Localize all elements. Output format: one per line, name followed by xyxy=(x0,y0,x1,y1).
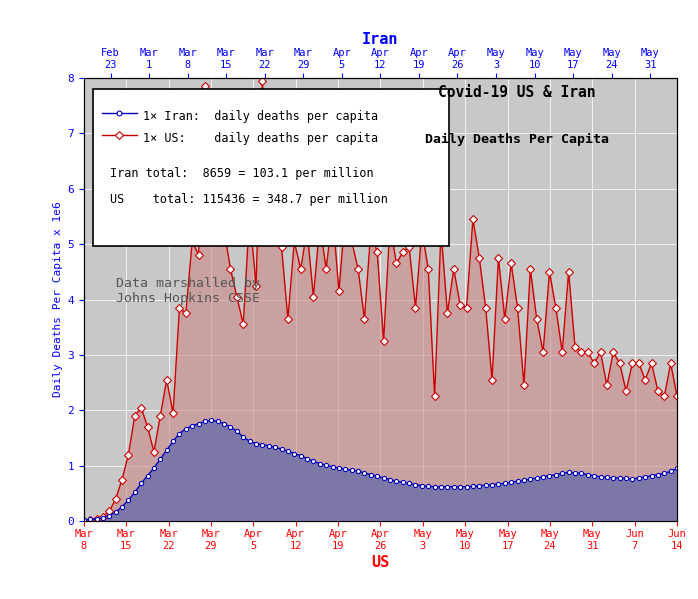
Text: 1× US:    daily deaths per capita: 1× US: daily deaths per capita xyxy=(143,132,378,146)
Text: Data marshalled by
Johns Hopkins CSSE: Data marshalled by Johns Hopkins CSSE xyxy=(117,277,260,305)
X-axis label: Iran: Iran xyxy=(362,32,399,47)
Text: Daily Deaths Per Capita: Daily Deaths Per Capita xyxy=(425,134,609,146)
Text: 1× Iran:  daily deaths per capita: 1× Iran: daily deaths per capita xyxy=(143,110,378,123)
FancyBboxPatch shape xyxy=(93,89,449,246)
Text: Iran total:  8659 = 103.1 per million: Iran total: 8659 = 103.1 per million xyxy=(110,167,374,180)
X-axis label: US: US xyxy=(371,555,389,570)
Text: Covid-19 US & Iran: Covid-19 US & Iran xyxy=(438,84,595,99)
Text: US    total: 115436 = 348.7 per million: US total: 115436 = 348.7 per million xyxy=(110,193,388,206)
Y-axis label: Daily Deaths Per Capita x 1e6: Daily Deaths Per Capita x 1e6 xyxy=(53,202,63,397)
